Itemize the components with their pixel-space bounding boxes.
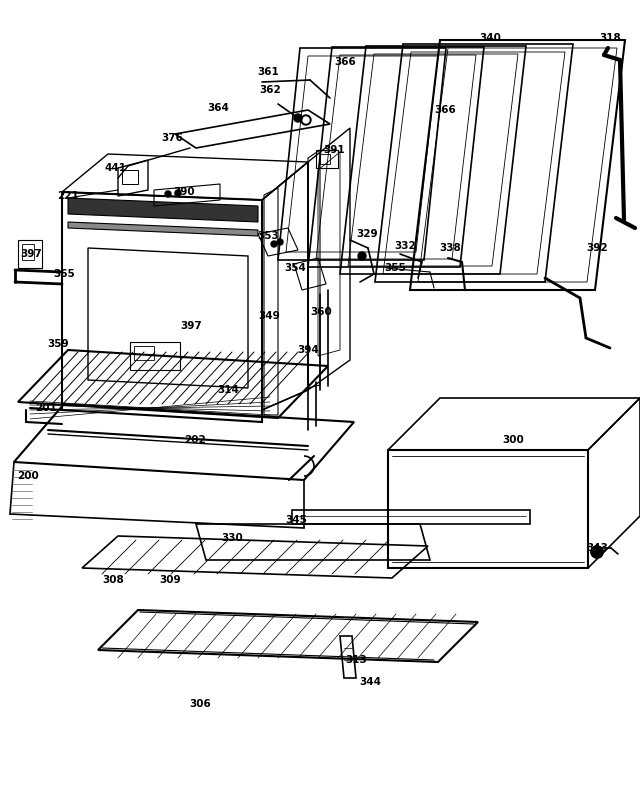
Text: 300: 300 [502, 435, 524, 445]
Text: 201: 201 [35, 403, 57, 413]
Text: 353: 353 [257, 231, 279, 241]
Text: 364: 364 [207, 103, 229, 113]
Text: 366: 366 [434, 105, 456, 115]
Polygon shape [68, 198, 258, 222]
Text: 391: 391 [323, 145, 345, 155]
Text: 390: 390 [173, 187, 195, 197]
Circle shape [277, 239, 283, 245]
Bar [22, 244, 34, 260]
Text: 221: 221 [57, 191, 79, 201]
Bar [122, 170, 138, 184]
Text: 441: 441 [104, 163, 126, 173]
Polygon shape [68, 222, 258, 236]
Bar [320, 154, 330, 164]
Text: 397: 397 [20, 249, 42, 259]
Text: 359: 359 [47, 339, 69, 349]
Text: 200: 200 [17, 471, 39, 481]
Text: 313: 313 [345, 655, 367, 665]
Text: 340: 340 [479, 33, 501, 43]
Circle shape [301, 115, 311, 125]
Text: 330: 330 [221, 533, 243, 543]
Circle shape [358, 252, 366, 260]
Circle shape [591, 546, 603, 558]
Text: 376: 376 [161, 133, 183, 143]
Text: 202: 202 [184, 435, 206, 445]
Text: 338: 338 [439, 243, 461, 253]
Text: 344: 344 [359, 677, 381, 687]
Text: 397: 397 [180, 321, 202, 331]
Circle shape [303, 117, 309, 123]
Text: 349: 349 [258, 311, 280, 321]
Text: 332: 332 [394, 241, 416, 251]
Bar [316, 150, 338, 168]
Text: 361: 361 [257, 67, 279, 77]
Text: 329: 329 [356, 229, 378, 239]
Text: 365: 365 [53, 269, 75, 279]
Text: 355: 355 [384, 263, 406, 273]
Text: 360: 360 [310, 307, 332, 317]
Text: 394: 394 [297, 345, 319, 355]
Text: 354: 354 [284, 263, 306, 273]
Circle shape [271, 241, 277, 247]
Text: 306: 306 [189, 699, 211, 709]
Bar [130, 342, 180, 370]
Text: 318: 318 [599, 33, 621, 43]
Circle shape [165, 191, 171, 197]
Circle shape [175, 190, 181, 196]
Text: 366: 366 [334, 57, 356, 67]
Text: 392: 392 [586, 243, 608, 253]
Text: 309: 309 [159, 575, 181, 585]
Text: 362: 362 [259, 85, 281, 95]
Text: 314: 314 [217, 385, 239, 395]
Circle shape [294, 114, 302, 122]
Text: 345: 345 [285, 515, 307, 525]
Text: 308: 308 [102, 575, 124, 585]
Bar [134, 346, 154, 360]
Text: 343: 343 [586, 543, 608, 553]
